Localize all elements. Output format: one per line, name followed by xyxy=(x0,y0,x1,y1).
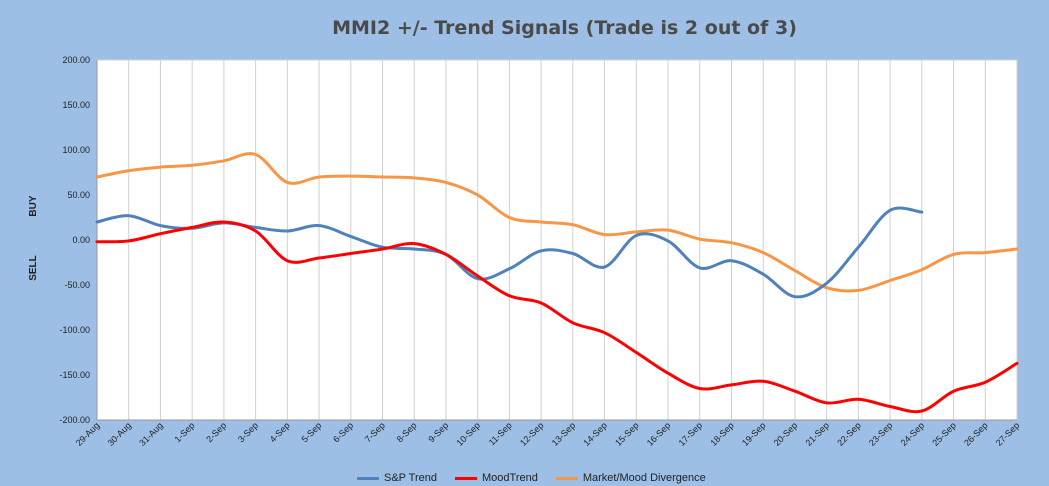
x-tick-label: 31-Aug xyxy=(137,420,165,448)
x-tick-label: 3-Sep xyxy=(236,420,260,444)
x-tick-label: 2-Sep xyxy=(204,420,228,444)
x-tick-label: 19-Sep xyxy=(740,420,768,448)
y-tick-label: 100.00 xyxy=(62,145,90,155)
x-tick-label: 1-Sep xyxy=(173,420,197,444)
x-tick-label: 24-Sep xyxy=(899,420,927,448)
chart-title: MMI2 +/- Trend Signals (Trade is 2 out o… xyxy=(332,17,797,39)
x-tick-label: 15-Sep xyxy=(613,420,641,448)
x-tick-label: 8-Sep xyxy=(395,420,419,444)
legend-item-divergence: Market/Mood Divergence xyxy=(555,472,706,484)
x-tick-label: 7-Sep xyxy=(363,420,387,444)
x-tick-label: 10-Sep xyxy=(455,420,483,448)
legend-item-moodtrend: MoodTrend xyxy=(455,472,538,484)
x-tick-label: 18-Sep xyxy=(708,420,736,448)
y-tick-labels: 200.00 150.00 100.00 50.00 0.00 -50.00 -100.00… xyxy=(59,55,90,425)
x-tick-label: 23-Sep xyxy=(867,420,895,448)
x-tick-label: 11-Sep xyxy=(487,420,514,447)
y-axis-label-buy: BUY xyxy=(28,195,39,216)
legend-swatch-moodtrend xyxy=(455,476,477,480)
x-tick-label: 17-Sep xyxy=(677,420,705,448)
x-tick-label: 30-Aug xyxy=(106,420,134,448)
legend-label-sp-trend: S&P Trend xyxy=(384,472,437,484)
y-axis-label-sell: SELL xyxy=(28,255,39,281)
legend-label-moodtrend: MoodTrend xyxy=(482,472,538,484)
x-tick-label: 5-Sep xyxy=(299,420,323,444)
y-tick-label: -50.00 xyxy=(64,280,90,290)
y-tick-label: -100.00 xyxy=(59,325,90,335)
x-tick-label: 26-Sep xyxy=(962,420,990,448)
y-tick-label: 0.00 xyxy=(72,235,90,245)
x-tick-label: 4-Sep xyxy=(268,420,292,444)
gridlines xyxy=(96,59,1018,421)
x-tick-labels: 29-Aug 30-Aug 31-Aug 1-Sep 2-Sep 3-Sep 4-Sep 5-… xyxy=(74,420,1022,448)
y-tick-label: 200.00 xyxy=(62,55,90,65)
series-lines xyxy=(95,152,1019,414)
legend: S&P Trend MoodTrend Market/Mood Divergen… xyxy=(357,471,706,485)
x-tick-label: 21-Sep xyxy=(803,420,831,448)
x-tick-label: 22-Sep xyxy=(835,420,863,448)
x-tick-label: 13-Sep xyxy=(550,420,578,448)
x-tick-label: 14-Sep xyxy=(581,420,609,448)
legend-item-sp-trend: S&P Trend xyxy=(357,472,437,484)
plot-area xyxy=(97,60,1017,420)
x-tick-label: 27-Sep xyxy=(994,420,1022,448)
series-line-divergence xyxy=(95,152,1019,293)
y-tick-label: 150.00 xyxy=(62,100,90,110)
x-tick-label: 20-Sep xyxy=(772,420,800,448)
x-tick-label: 6-Sep xyxy=(331,420,355,444)
x-tick-label: 25-Sep xyxy=(930,420,958,448)
y-tick-label: -200.00 xyxy=(59,415,90,425)
x-tick-label: 12-Sep xyxy=(518,420,546,448)
y-tick-label: 50.00 xyxy=(67,190,90,200)
legend-swatch-sp-trend xyxy=(357,476,379,480)
x-tick-label: 16-Sep xyxy=(645,420,673,448)
series-line-moodtrend xyxy=(95,220,1019,414)
legend-label-divergence: Market/Mood Divergence xyxy=(582,472,706,484)
y-tick-label: -150.00 xyxy=(59,370,90,380)
x-tick-label: 9-Sep xyxy=(426,420,450,444)
legend-swatch-divergence xyxy=(555,476,578,480)
